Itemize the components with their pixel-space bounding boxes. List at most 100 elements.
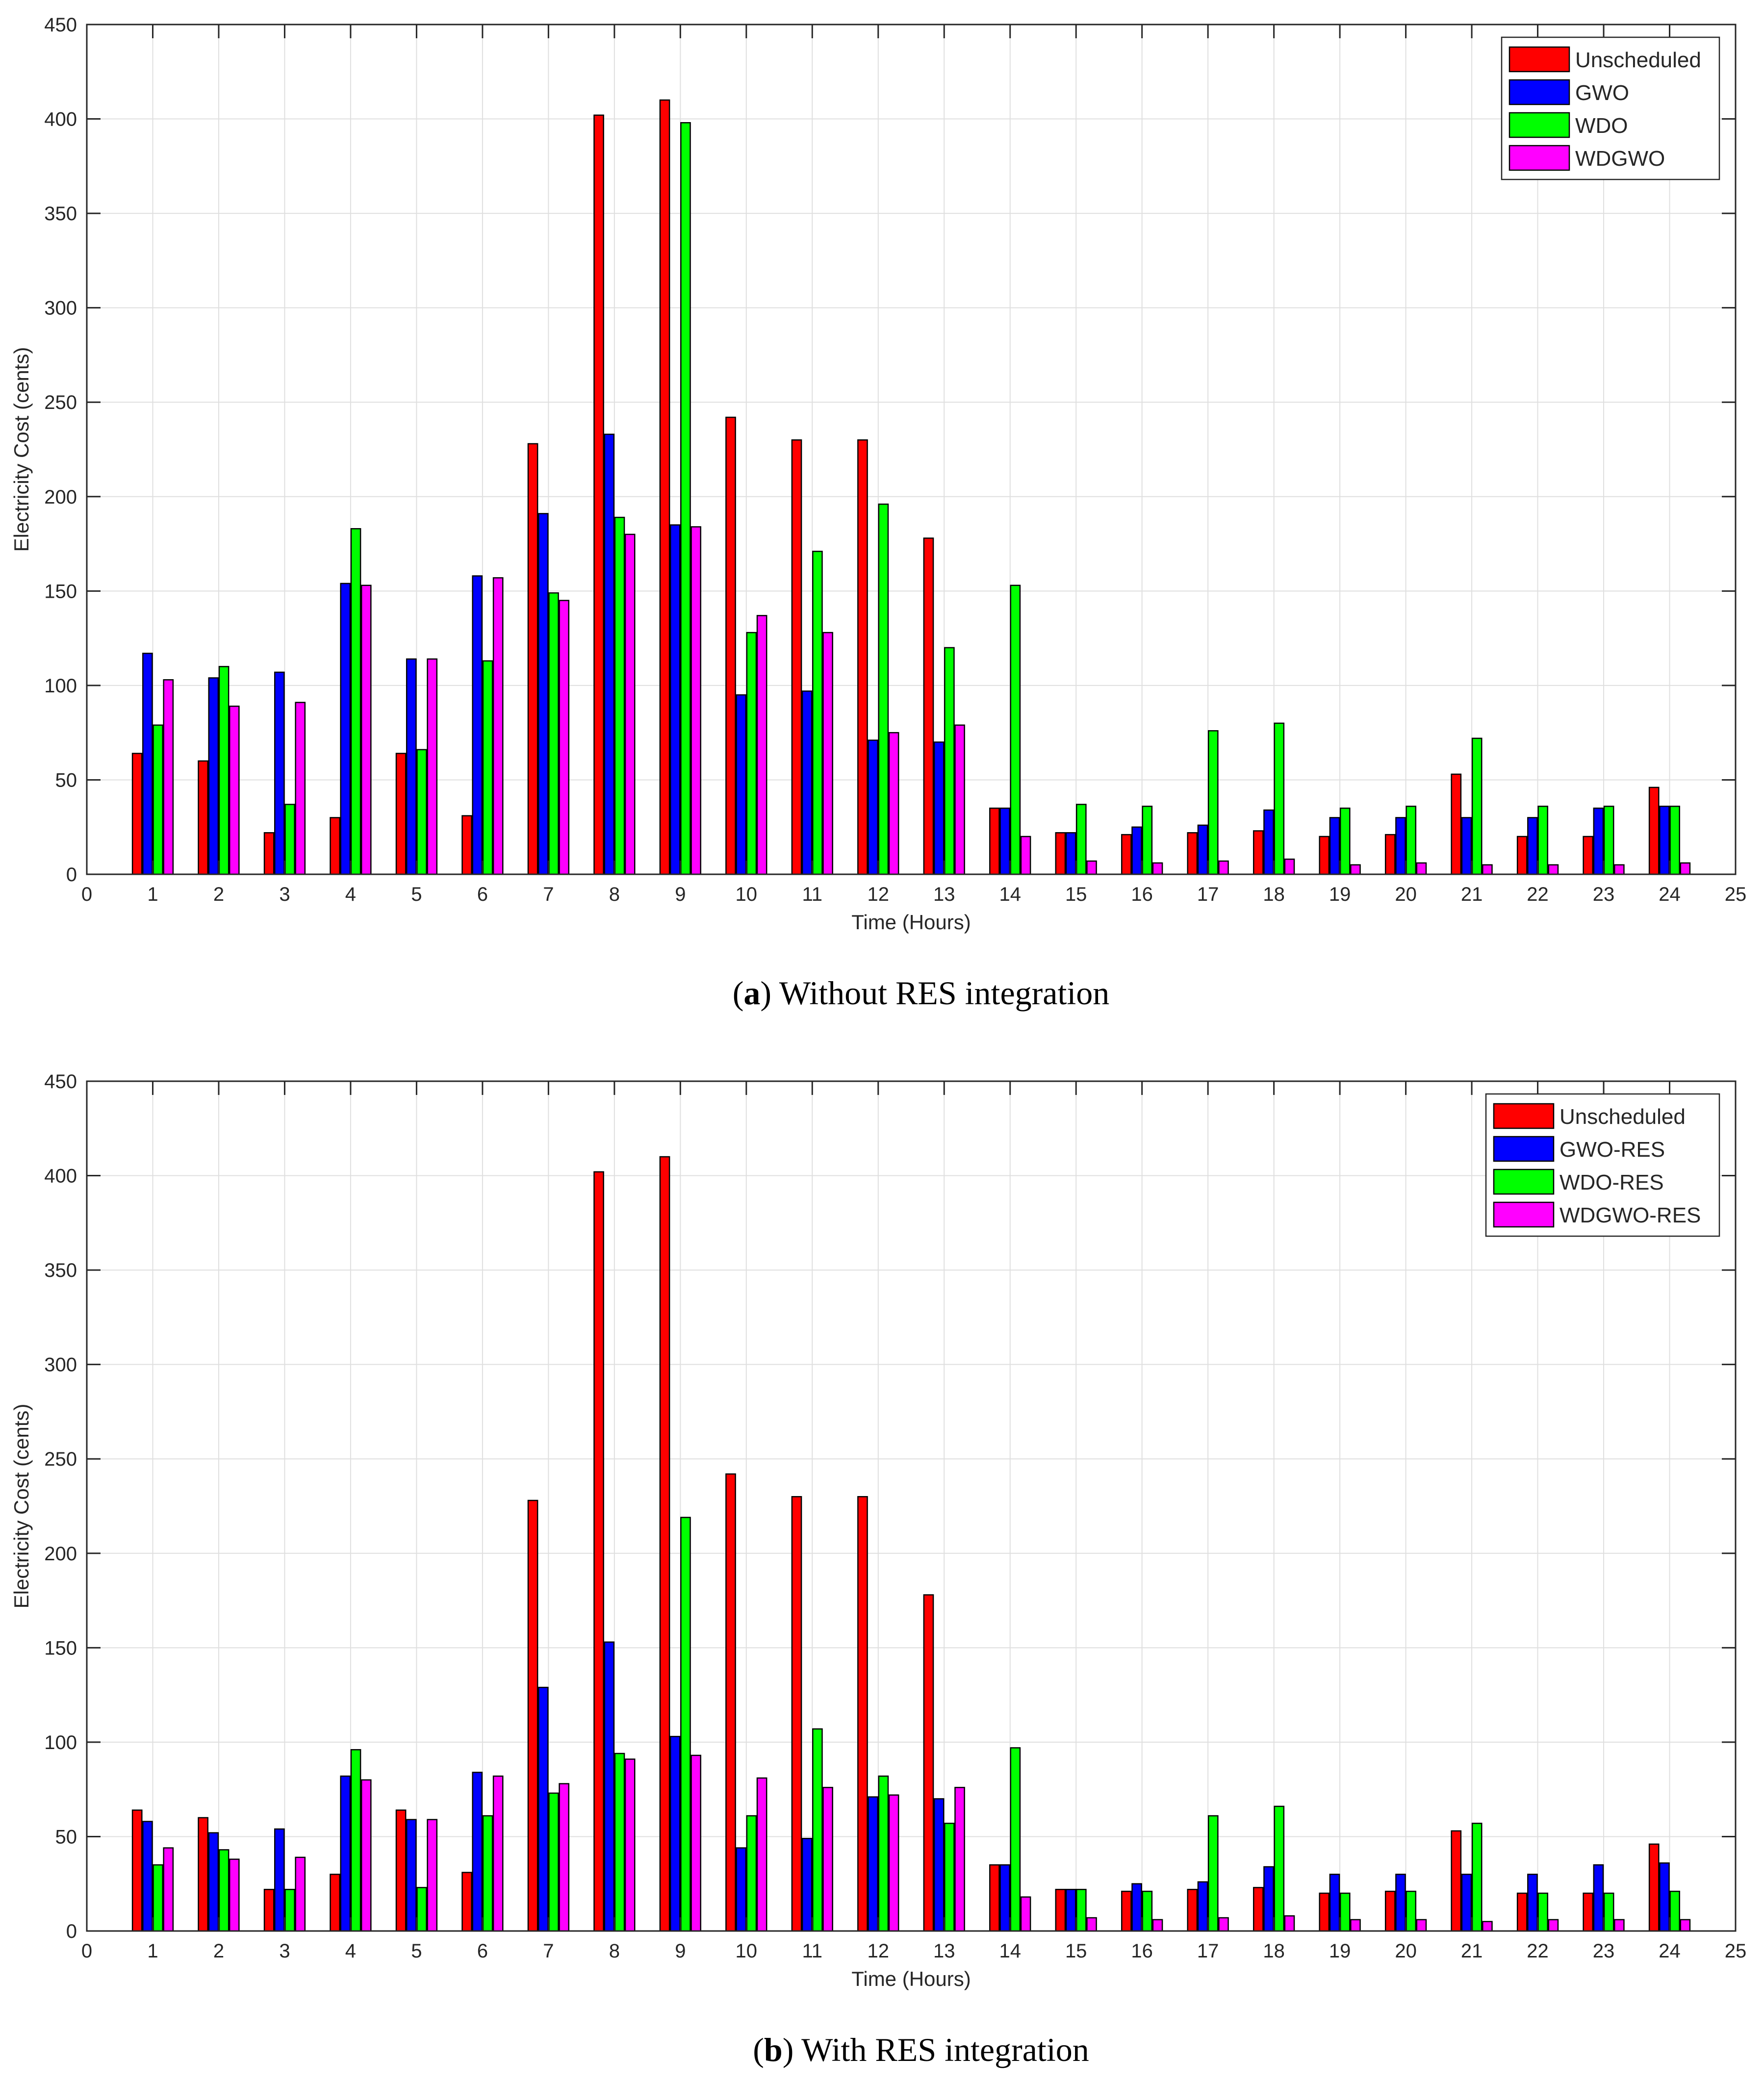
legend-swatch-wdo [1508, 112, 1570, 138]
y-tick-label: 100 [44, 1732, 77, 1753]
bar-gwo [472, 575, 483, 875]
bar-gwo-res [142, 1821, 153, 1932]
bar-wdgwo [295, 702, 306, 875]
x-tick-label: 25 [1725, 1940, 1747, 1962]
bar-wdgwo-res [1680, 1919, 1691, 1932]
chart-panel-a: 0 1 2 3 4 5 6 7 8 9 10 11 12 13 14 15 16 17 18 19 20 21 22 23 24… [10, 14, 1746, 1012]
bar-wdo [1075, 804, 1087, 875]
x-tick-label: 13 [933, 1940, 955, 1962]
y-tick-label: 50 [55, 769, 77, 791]
bar-unscheduled [1055, 832, 1066, 875]
bar-unscheduled [131, 1809, 143, 1932]
bar-wdgwo [229, 706, 240, 875]
bar-unscheduled [527, 443, 538, 875]
bar-unscheduled [989, 807, 1000, 875]
bar-gwo-res [1395, 1874, 1406, 1932]
bar-gwo [999, 807, 1010, 875]
bar-wdo-res [350, 1749, 361, 1932]
bar-gwo-res [1131, 1883, 1142, 1932]
axis-ticks [86, 24, 1737, 875]
x-tick-label: 11 [802, 884, 823, 905]
bar-unscheduled [1583, 1892, 1594, 1932]
bar-wdo-res [1537, 1892, 1549, 1932]
bar-unscheduled [1253, 830, 1264, 875]
bar-gwo-res [604, 1641, 615, 1932]
x-tick-label: 8 [609, 1940, 620, 1962]
bar-wdo [1537, 806, 1549, 875]
x-tick-label: 14 [999, 1940, 1021, 1962]
x-tick-label: 20 [1395, 884, 1417, 905]
bar-wdgwo-res [1548, 1919, 1559, 1932]
x-tick-label: 8 [609, 884, 620, 905]
y-tick-labels: 0 50 100 150 200 250 300 350 400 450 [44, 14, 77, 886]
legend-label: WDO [1575, 114, 1628, 138]
bar-unscheduled [1516, 836, 1528, 875]
bar-gwo [604, 433, 615, 875]
bar-wdgwo-res [229, 1858, 240, 1932]
x-tick-label: 1 [147, 1940, 158, 1962]
bar-unscheduled [725, 1473, 736, 1932]
y-tick-label: 400 [44, 109, 77, 130]
x-axis-label: Time (Hours) [851, 1967, 971, 1990]
bar-wdgwo-res [1086, 1917, 1097, 1932]
bar-unscheduled [395, 753, 407, 875]
bar-gwo-res [1659, 1862, 1670, 1932]
bar-gwo-res [933, 1798, 945, 1932]
bar-gwo [1065, 832, 1076, 875]
x-tick-labels: 0 1 2 3 4 5 6 7 8 9 10 11 12 13 14 15 16 17 18 19 20 21 22 23 24… [81, 1940, 1746, 1962]
bar-wdgwo [1152, 862, 1163, 875]
bar-wdo [1142, 806, 1153, 875]
y-tick-labels: 0 50 100 150 200 250 300 350 400 450 [44, 1071, 77, 1942]
bar-wdo [680, 122, 691, 875]
bar-gwo-res [1065, 1889, 1076, 1932]
bar-wdo-res [153, 1864, 163, 1932]
bar-wdgwo-res [954, 1787, 965, 1932]
bar-wdgwo [163, 679, 174, 875]
bar-unscheduled [791, 439, 802, 875]
bar-wdgwo [1020, 836, 1031, 875]
bar-gwo-res [801, 1838, 813, 1932]
bar-gwo-res [472, 1772, 483, 1932]
bar-wdo [1010, 584, 1021, 875]
bar-groups [131, 99, 1691, 875]
bar-gwo-res [1329, 1874, 1340, 1932]
y-tick-label: 400 [44, 1166, 77, 1187]
bar-wdo [218, 666, 230, 875]
bar-gwo-res [406, 1819, 417, 1932]
bar-unscheduled [1516, 1892, 1528, 1932]
bar-unscheduled [923, 537, 934, 875]
y-tick-label: 250 [44, 392, 77, 413]
bar-gwo-res [1263, 1866, 1274, 1932]
bar-gwo [340, 583, 351, 875]
bar-wdgwo-res [1350, 1919, 1361, 1932]
bar-wdo-res [1406, 1890, 1417, 1932]
bar-wdo [614, 516, 625, 875]
bar-wdgwo [1613, 864, 1625, 875]
x-tick-label: 18 [1263, 884, 1285, 905]
y-tick-label: 50 [55, 1826, 77, 1848]
bar-wdo-res [218, 1849, 230, 1932]
bar-wdgwo [427, 658, 438, 875]
x-tick-label: 1 [147, 884, 158, 905]
bar-wdo-res [548, 1792, 559, 1932]
bar-wdgwo-res [1152, 1919, 1163, 1932]
y-axis-label: Electricity Cost (cents) [10, 1404, 33, 1609]
bar-wdo [1406, 806, 1417, 875]
bar-unscheduled [1121, 1890, 1132, 1932]
bar-wdo [1274, 722, 1285, 875]
x-tick-label: 23 [1593, 884, 1615, 905]
bar-unscheduled [923, 1594, 934, 1932]
bar-wdgwo-res [427, 1819, 438, 1932]
x-tick-label: 9 [675, 884, 686, 905]
x-tick-label: 19 [1329, 1940, 1351, 1962]
bar-wdgwo-res [1416, 1919, 1427, 1932]
y-tick-label: 100 [44, 675, 77, 697]
x-tick-label: 16 [1131, 1940, 1153, 1962]
bar-wdo [284, 804, 295, 875]
x-tick-label: 0 [81, 884, 92, 905]
bar-wdgwo-res [295, 1856, 306, 1932]
bar-wdo-res [812, 1728, 823, 1932]
legend-label: GWO-RES [1559, 1138, 1665, 1162]
bar-unscheduled [198, 1817, 209, 1932]
bar-wdgwo-res [822, 1787, 833, 1932]
